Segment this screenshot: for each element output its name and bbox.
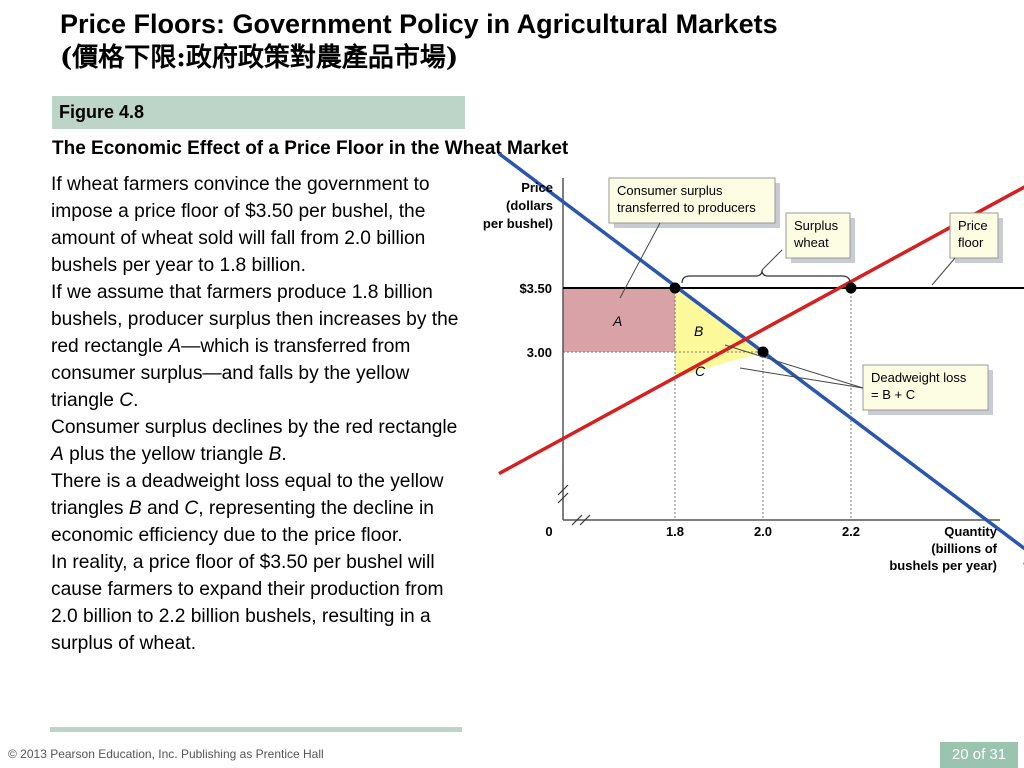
body-italic-term: C (119, 390, 134, 411)
body-italic-term: C (184, 498, 199, 519)
region-c (675, 352, 763, 378)
price-floor-callout-text: floor (958, 235, 984, 250)
surplus-callout-leader (761, 249, 783, 271)
body-text-segment: Consumer surplus declines by the red rec… (51, 417, 458, 438)
deadweight-loss-callout-text: = B + C (871, 387, 915, 402)
body-text-segment: plus the yellow triangle (63, 444, 269, 465)
consumer-surplus-callout-box (608, 177, 776, 224)
region-b-label: B (694, 323, 703, 339)
divider-rule (50, 727, 462, 732)
region-a (563, 288, 675, 352)
y-tick-label: 3.00 (527, 345, 552, 360)
intersection-point (669, 282, 681, 294)
x-axis-title: (billions of (931, 541, 997, 556)
figure-label-bar: Figure 4.8 (52, 96, 465, 129)
deadweight-loss-callout-text: Deadweight loss (871, 370, 967, 385)
body-paragraph: In reality, a price floor of $3.50 per b… (51, 549, 466, 657)
body-text-segment: . (133, 390, 139, 411)
slide-title: Price Floors: Government Policy in Agric… (60, 9, 778, 39)
body-text-segment: and (141, 498, 185, 519)
body-text-segment: There is a deadweight loss equal to the … (51, 471, 444, 519)
page-number: 20 of 31 (940, 742, 1018, 768)
consumer-surplus-callout-text: Consumer surplus (617, 183, 723, 198)
surplus-wheat-callout-text: wheat (793, 235, 829, 250)
x-axis-title: bushels per year) (889, 558, 997, 573)
deadweight-leader-b (724, 344, 864, 389)
copyright-footer: © 2013 Pearson Education, Inc. Publishin… (8, 747, 324, 761)
region-a-label: A (612, 313, 622, 329)
x-axis-title: Quantity (944, 524, 997, 539)
x-tick-label: 2.0 (754, 524, 772, 539)
x-tick-label: 1.8 (666, 524, 684, 539)
surplus-wheat-callout-text: Surplus (794, 218, 839, 233)
consumer-callout-leader (619, 222, 661, 299)
body-text-segment: , representing the decline in economic e… (51, 498, 434, 546)
intersection-point (845, 282, 857, 294)
intersection-point (757, 346, 769, 358)
y-axis-break-mark (557, 484, 569, 504)
region-c-label: C (695, 363, 706, 379)
consumer-surplus-callout-text: transferred to producers (617, 200, 756, 215)
x-tick-label: 2.2 (842, 524, 860, 539)
x-tick-label: 0 (545, 524, 552, 539)
body-paragraph: If we assume that farmers produce 1.8 bi… (51, 279, 466, 414)
surplus-wheat-callout-box (785, 212, 851, 259)
slide-subtitle: (價格下限:政府政策對農產品市場) (60, 43, 459, 73)
surplus-bracket (681, 269, 851, 284)
supply-curve (498, 185, 1024, 476)
y-axis-title: per bushel) (483, 216, 553, 231)
body-paragraph: If wheat farmers convince the government… (51, 171, 466, 279)
price-floor-callout-box (949, 212, 999, 259)
y-axis-title: Price (521, 180, 553, 195)
body-italic-term: B (128, 498, 142, 519)
figure-caption: The Economic Effect of a Price Floor in … (52, 138, 569, 159)
y-axis-title: (dollars (506, 198, 553, 213)
body-italic-term: A (168, 336, 182, 357)
y-tick-label: $3.50 (519, 281, 552, 296)
body-paragraph: There is a deadweight loss equal to the … (51, 468, 466, 549)
body-italic-term: B (268, 444, 282, 465)
body-text-segment: If we assume that farmers produce 1.8 bi… (51, 282, 459, 357)
price-floor-callout-leader (931, 257, 956, 286)
body-text: If wheat farmers convince the government… (51, 171, 466, 657)
deadweight-leader-c (739, 367, 864, 389)
figure-label: Figure 4.8 (59, 102, 145, 122)
deadweight-loss-callout-box (862, 364, 989, 411)
body-text-segment: —which is transferred from consumer surp… (51, 336, 411, 411)
body-italic-term: A (51, 444, 64, 465)
body-text-segment: In reality, a price floor of $3.50 per b… (51, 552, 444, 654)
x-axis-break-mark (571, 514, 591, 526)
price-floor-callout-text: Price (958, 218, 988, 233)
body-text-segment: If wheat farmers convince the government… (51, 174, 430, 276)
body-text-segment: . (281, 444, 287, 465)
body-paragraph: Consumer surplus declines by the red rec… (51, 414, 466, 468)
